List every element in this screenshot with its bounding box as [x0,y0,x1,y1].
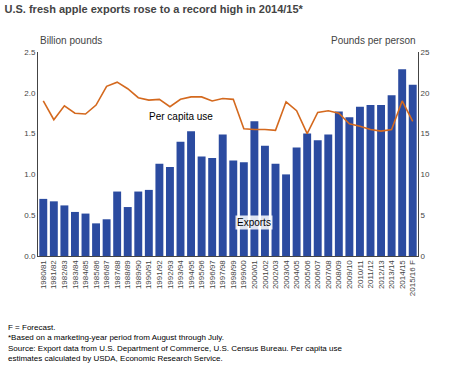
svg-text:1983/84: 1983/84 [71,260,80,289]
svg-text:1993/94: 1993/94 [176,260,185,289]
svg-text:2.0: 2.0 [24,89,36,98]
svg-text:2.5: 2.5 [24,48,36,57]
svg-text:2002/03: 2002/03 [271,260,280,289]
svg-text:U.S. fresh apple exports rose: U.S. fresh apple exports rose to a recor… [5,3,304,15]
svg-text:2005/06: 2005/06 [303,260,312,289]
svg-text:2014/15: 2014/15 [398,260,407,289]
svg-text:2008/09: 2008/09 [334,260,343,289]
svg-text:1997/98: 1997/98 [218,260,227,289]
svg-text:15: 15 [421,129,430,138]
svg-text:1981/82: 1981/82 [49,260,58,289]
svg-text:1990/91: 1990/91 [144,260,153,289]
svg-text:2004/05: 2004/05 [292,260,301,289]
svg-text:2013/14: 2013/14 [387,260,396,289]
svg-text:1984/85: 1984/85 [81,260,90,289]
svg-text:1996/97: 1996/97 [208,260,217,289]
svg-text:2011/12: 2011/12 [366,260,375,289]
svg-text:1982/83: 1982/83 [60,260,69,289]
svg-text:20: 20 [421,89,430,98]
svg-text:25: 25 [421,48,430,57]
svg-text:F = Forecast.*Based on a marke: F = Forecast.*Based on a marketing-year … [8,323,342,363]
svg-text:0: 0 [421,252,426,261]
svg-text:1989/90: 1989/90 [134,260,143,289]
svg-text:2010/11: 2010/11 [356,260,365,289]
svg-text:2012/13: 2012/13 [377,260,386,289]
svg-text:0.5: 0.5 [24,211,36,220]
svg-text:1992/93: 1992/93 [166,260,175,289]
svg-text:2015/16 F: 2015/16 F [408,260,417,296]
svg-text:1988/89: 1988/89 [123,260,132,289]
svg-text:1994/95: 1994/95 [187,260,196,289]
svg-text:1.5: 1.5 [24,129,36,138]
svg-text:1991/92: 1991/92 [155,260,164,289]
svg-text:0.0: 0.0 [24,252,36,261]
svg-text:2009/10: 2009/10 [345,260,354,289]
svg-text:1980/81: 1980/81 [39,260,48,289]
svg-text:1987/88: 1987/88 [113,260,122,289]
svg-text:2006/07: 2006/07 [313,260,322,289]
svg-text:1998/99: 1998/99 [229,260,238,289]
svg-text:1985/86: 1985/86 [92,260,101,289]
svg-text:2000/01: 2000/01 [250,260,259,289]
svg-text:2003/04: 2003/04 [282,260,291,289]
svg-text:Billion pounds: Billion pounds [40,35,102,46]
svg-text:5: 5 [421,211,426,220]
svg-text:1986/87: 1986/87 [102,260,111,289]
svg-text:1995/96: 1995/96 [197,260,206,289]
svg-text:2007/08: 2007/08 [324,260,333,289]
svg-text:Pounds per person: Pounds per person [331,35,416,46]
svg-text:1999/00: 1999/00 [239,260,248,289]
svg-text:Per capita use: Per capita use [149,111,213,122]
svg-text:2001/02: 2001/02 [261,260,270,289]
svg-text:1.0: 1.0 [24,170,36,179]
svg-text:10: 10 [421,170,430,179]
svg-text:Exports: Exports [237,217,271,228]
